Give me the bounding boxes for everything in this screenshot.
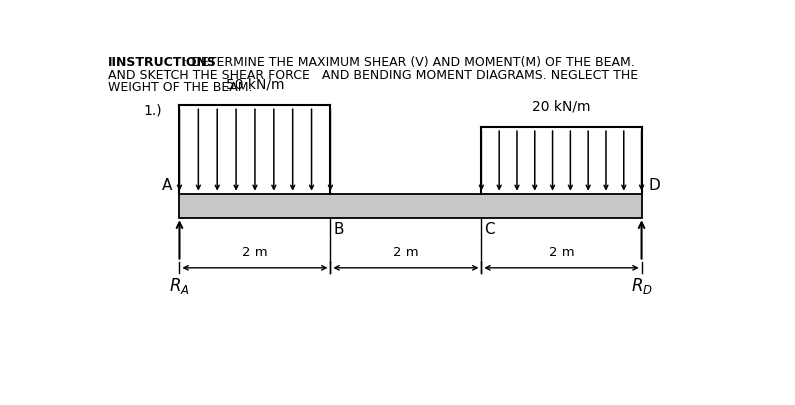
Text: C: C (484, 222, 495, 237)
Text: : DETERMINE THE MAXIMUM SHEAR (V) AND MOMENT(M) OF THE BEAM.: : DETERMINE THE MAXIMUM SHEAR (V) AND MO… (183, 56, 634, 69)
Text: 20 kN/m: 20 kN/m (532, 100, 591, 113)
Text: 2 m: 2 m (242, 246, 268, 259)
Text: $R_A$: $R_A$ (169, 276, 190, 296)
Text: 50 kN/m: 50 kN/m (226, 78, 284, 92)
Text: IINSTRUCTIONS: IINSTRUCTIONS (108, 56, 217, 69)
Text: $R_D$: $R_D$ (630, 276, 653, 296)
Text: 2 m: 2 m (393, 246, 419, 259)
Text: WEIGHT OF THE BEAM.: WEIGHT OF THE BEAM. (108, 81, 253, 94)
Text: 2 m: 2 m (549, 246, 574, 259)
Bar (180, 194, 642, 218)
Text: 1.): 1.) (144, 103, 162, 117)
Text: A: A (161, 178, 172, 193)
Text: D: D (649, 178, 661, 193)
Text: B: B (334, 222, 344, 237)
Text: AND SKETCH THE SHEAR FORCE   AND BENDING MOMENT DIAGRAMS. NEGLECT THE: AND SKETCH THE SHEAR FORCE AND BENDING M… (108, 69, 638, 82)
